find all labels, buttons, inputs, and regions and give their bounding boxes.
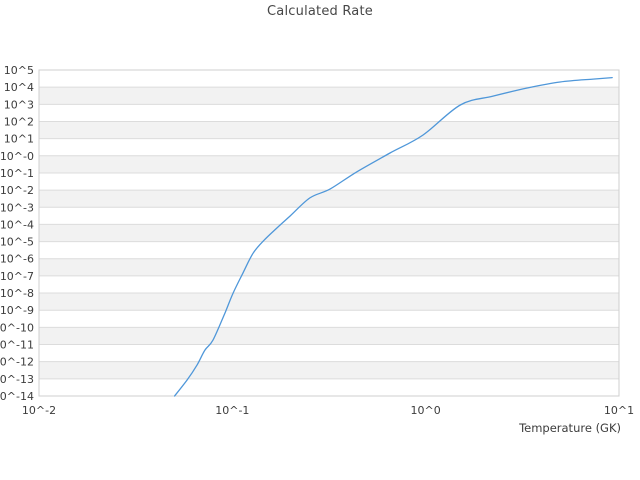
y-tick-label: 10^3 <box>4 98 34 111</box>
y-tick-label: 10^-14 <box>0 390 34 403</box>
x-tick-label: 10^0 <box>411 404 441 417</box>
y-tick-label: 10^4 <box>4 81 34 94</box>
x-tick-label: 10^-2 <box>22 404 56 417</box>
y-tick-label: 10^-12 <box>0 356 34 369</box>
y-tick-label: 10^1 <box>4 133 34 146</box>
x-tick-label: 10^-1 <box>215 404 249 417</box>
y-tick-label: 10^2 <box>4 115 34 128</box>
decade-band <box>39 258 619 276</box>
y-tick-label: 10^-3 <box>0 201 34 214</box>
decade-band <box>39 190 619 208</box>
y-tick-label: 10^-1 <box>0 167 34 180</box>
decade-band <box>39 87 619 105</box>
y-tick-label: 10^-10 <box>0 321 34 334</box>
y-tick-label: 10^-8 <box>0 287 34 300</box>
y-tick-label: 10^-7 <box>0 270 34 283</box>
chart-title: Calculated Rate <box>267 4 373 19</box>
y-tick-label: 10^-11 <box>0 339 34 352</box>
decade-band <box>39 121 619 139</box>
y-tick-label: 10^-2 <box>0 184 34 197</box>
decade-band <box>39 361 619 379</box>
x-axis-title: Temperature (GK) <box>519 421 621 435</box>
y-tick-label: 10^-0 <box>0 150 34 163</box>
x-tick-label: 10^1 <box>604 404 634 417</box>
decade-band <box>39 327 619 345</box>
y-tick-label: 10^-13 <box>0 373 34 386</box>
decade-band <box>39 224 619 242</box>
y-tick-label: 10^5 <box>4 64 34 77</box>
y-tick-label: 10^-6 <box>0 253 34 266</box>
decade-band <box>39 155 619 173</box>
y-tick-label: 10^-4 <box>0 218 34 231</box>
plot-frame <box>38 69 620 397</box>
y-tick-label: 10^-9 <box>0 304 34 317</box>
rate-curve <box>173 76 613 397</box>
decade-band <box>39 293 619 311</box>
y-tick-label: 10^-5 <box>0 236 34 249</box>
